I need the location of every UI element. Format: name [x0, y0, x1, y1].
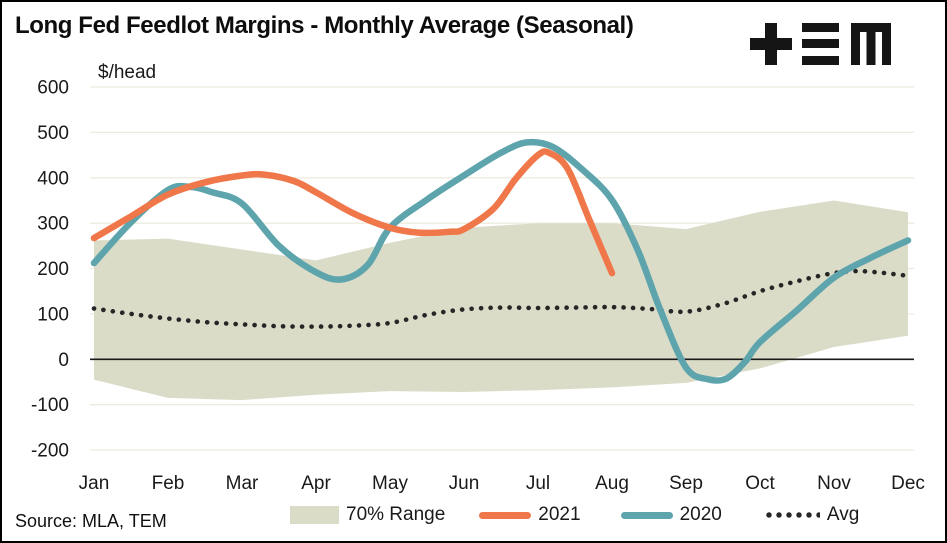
x-tick-label: Jun — [449, 473, 480, 494]
y-axis-unit-label: $/head — [98, 62, 156, 83]
y-tick-label: 600 — [37, 78, 69, 99]
legend-swatch-2020-icon — [620, 511, 673, 519]
x-tick-label: May — [372, 473, 408, 494]
series-2021-line — [90, 148, 616, 277]
x-tick-label: Sep — [669, 473, 703, 494]
y-tick-label: -100 — [31, 395, 69, 416]
legend: 70% Range 2021 2020 Avg — [290, 502, 859, 528]
y-tick-label: 100 — [37, 304, 69, 325]
range-band-area — [94, 200, 908, 401]
legend-swatch-2021-icon — [479, 511, 532, 519]
y-tick-label: 0 — [58, 350, 69, 371]
x-tick-label: Dec — [891, 473, 925, 494]
series-Avg-line — [91, 268, 911, 329]
legend-label-2021: 2021 — [538, 504, 581, 525]
legend-swatch-avg-icon — [763, 512, 820, 518]
x-tick-label: Jan — [79, 473, 110, 494]
x-tick-label: Oct — [745, 473, 775, 494]
chart-title: Long Fed Feedlot Margins - Monthly Avera… — [15, 12, 634, 39]
tem-logo-shapes — [750, 23, 891, 65]
x-tick-label: Nov — [817, 473, 851, 494]
tem-logo — [750, 23, 891, 65]
legend-label-2020: 2020 — [679, 504, 722, 525]
x-tick-label: Apr — [301, 473, 331, 494]
y-tick-label: 400 — [37, 168, 69, 189]
x-tick-label: Aug — [595, 473, 629, 494]
y-tick-label: -200 — [31, 441, 69, 462]
y-tick-label: 500 — [37, 123, 69, 144]
x-tick-label: Feb — [152, 473, 185, 494]
x-tick-label: Jul — [526, 473, 550, 494]
source-note: Source: MLA, TEM — [15, 511, 167, 531]
y-tick-label: 300 — [37, 214, 69, 235]
series-2020-line — [90, 138, 912, 384]
legend-label-range: 70% Range — [346, 504, 446, 525]
y-tick-label: 200 — [37, 259, 69, 280]
legend-swatch-range-icon — [290, 506, 339, 524]
x-tick-label: Mar — [226, 473, 259, 494]
legend-label-avg: Avg — [826, 504, 860, 525]
